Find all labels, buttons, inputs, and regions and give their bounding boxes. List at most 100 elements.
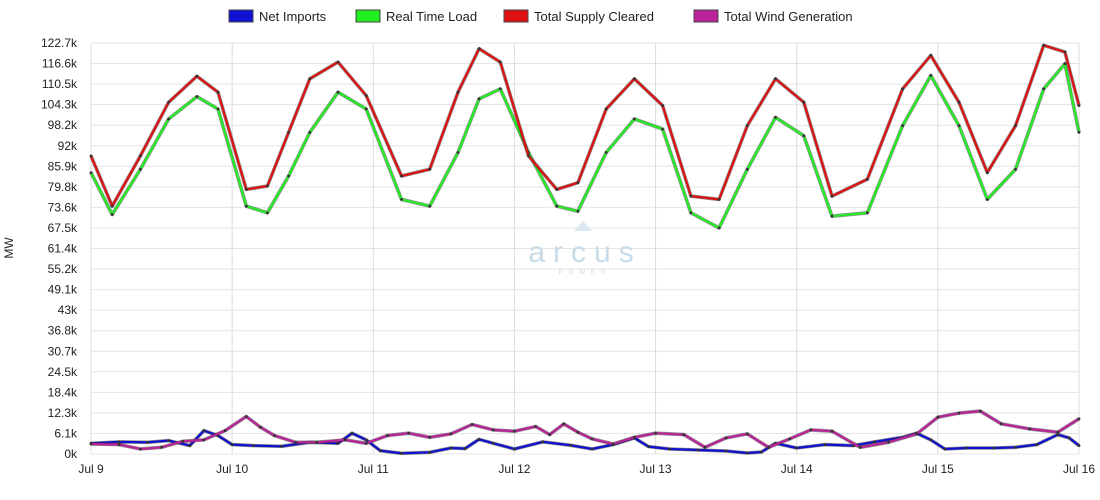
data-point [661, 104, 664, 107]
data-point [562, 422, 566, 426]
data-point [1077, 104, 1081, 107]
legend-swatch [693, 9, 719, 23]
x-tick-label: Jul 16 [1063, 462, 1095, 476]
data-point [647, 445, 650, 448]
data-point [576, 209, 580, 213]
data-point [830, 194, 834, 198]
data-point [400, 174, 403, 178]
data-point [513, 429, 516, 433]
legend-item-real-time-load[interactable]: Real Time Load [355, 9, 477, 24]
x-tick-label: Jul 9 [78, 462, 104, 476]
data-point [449, 432, 453, 436]
x-axis: Jul 9 Jul 10 Jul 11 Jul 12 Jul 13 Jul 14 Jul 1… [78, 462, 1095, 476]
legend-swatch [503, 9, 529, 23]
data-point [534, 425, 537, 428]
data-point [202, 429, 206, 432]
y-tick-label: 92k [58, 139, 78, 153]
data-point [985, 198, 989, 201]
data-point [887, 440, 890, 444]
data-point [280, 444, 283, 448]
data-point [456, 90, 460, 94]
data-point [202, 438, 206, 442]
data-point [696, 448, 700, 452]
data-point [717, 198, 721, 201]
data-point [633, 77, 636, 81]
y-tick-label: 104.3k [41, 98, 78, 112]
y-tick-label: 61.4k [48, 242, 78, 256]
data-point [978, 409, 982, 413]
data-point [364, 107, 368, 111]
data-point [604, 151, 608, 154]
data-point [527, 154, 530, 158]
data-point [188, 444, 192, 447]
data-point [745, 167, 749, 171]
data-point [498, 87, 502, 91]
data-point [266, 211, 269, 215]
data-point [266, 184, 269, 188]
data-point [1077, 444, 1081, 447]
data-point [901, 87, 904, 91]
legend-item-total-wind-generation[interactable]: Total Wind Generation [693, 9, 853, 24]
legend-swatch [355, 9, 381, 23]
watermark-triangle-icon [574, 221, 592, 231]
data-point [336, 90, 340, 94]
data-point [555, 188, 559, 191]
y-tick-label: 110.5k [42, 77, 78, 91]
data-point [343, 438, 347, 442]
data-point [569, 443, 573, 447]
watermark-subtext: POWER [559, 270, 612, 276]
data-point [1014, 124, 1017, 128]
data-point [830, 214, 834, 218]
data-point [336, 441, 340, 445]
data-point [858, 445, 862, 449]
data-point [167, 100, 171, 104]
data-point [350, 431, 354, 435]
y-axis: 0k 6.1k 12.3k 18.4k 24.5k 30.7k 36.8k 43k 49.1k 5… [41, 36, 78, 461]
data-point [957, 124, 961, 128]
data-point [745, 124, 749, 128]
legend-label: Total Wind Generation [724, 9, 853, 24]
data-point [760, 450, 763, 454]
data-point [477, 47, 481, 51]
data-point [689, 194, 693, 198]
data-point [513, 447, 516, 451]
data-point [865, 211, 869, 215]
data-point [633, 117, 636, 121]
y-tick-label: 122.7k [41, 36, 78, 50]
data-point [230, 443, 234, 446]
data-point [654, 431, 657, 435]
series-real-time-load [89, 61, 1081, 230]
data-point [491, 428, 495, 432]
legend-item-net-imports[interactable]: Net Imports [228, 9, 327, 24]
data-point [590, 447, 594, 451]
data-point [167, 117, 171, 121]
data-point [336, 60, 340, 64]
data-point [89, 154, 93, 158]
data-point [703, 445, 707, 449]
data-point [364, 441, 368, 445]
data-point [576, 181, 580, 185]
data-point [957, 100, 961, 104]
data-point [364, 438, 368, 442]
legend-item-total-supply-cleared[interactable]: Total Supply Cleared [503, 9, 654, 24]
data-point [195, 95, 199, 98]
data-point [1077, 131, 1081, 134]
y-tick-label: 55.2k [48, 262, 78, 276]
data-point [1056, 430, 1060, 434]
y-tick-label: 79.8k [48, 180, 78, 194]
data-point [1028, 427, 1031, 431]
data-point [139, 447, 142, 451]
data-point [745, 432, 749, 436]
data-point [216, 107, 220, 111]
data-point [774, 77, 777, 81]
data-point [287, 174, 290, 178]
y-tick-label: 24.5k [48, 365, 78, 379]
data-point [428, 204, 432, 208]
data-point [386, 434, 389, 437]
data-point [294, 440, 298, 444]
data-point [541, 440, 545, 444]
x-tick-label: Jul 15 [922, 462, 954, 476]
data-point [964, 446, 968, 450]
